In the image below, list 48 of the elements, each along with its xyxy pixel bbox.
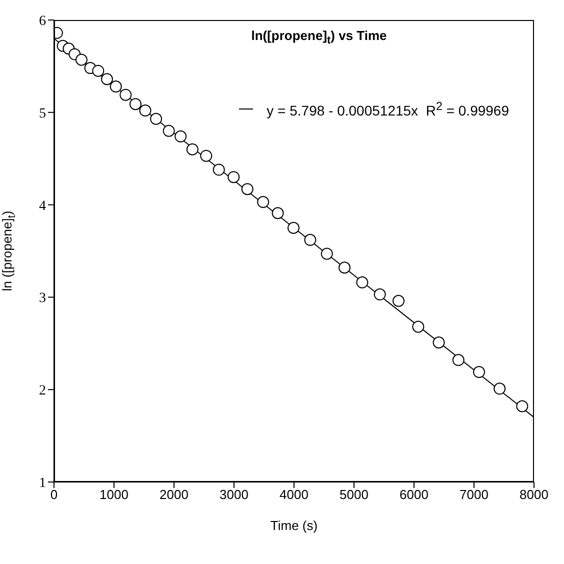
point <box>100 73 113 86</box>
x-axis-title: Time (s) <box>269 518 319 533</box>
point <box>75 54 88 66</box>
legend-label: y = 5.798 - 0.00051215x R$^{2}$ = 0.99969 <box>266 100 509 119</box>
y-tick-label: 1 <box>39 476 46 491</box>
point <box>338 262 351 274</box>
point <box>412 320 424 333</box>
point <box>92 64 104 77</box>
x-tick-label: 7000 <box>460 487 488 502</box>
x-tick-label: 1000 <box>100 487 128 502</box>
point <box>374 288 386 300</box>
point <box>304 234 316 246</box>
text: ln([propene]$_{t}$) vs Time <box>250 28 388 47</box>
x-tick-label: 5000 <box>340 487 368 502</box>
x-tick-label: 4000 <box>280 487 308 502</box>
point <box>241 183 254 196</box>
y-tick-label: 2 <box>39 384 46 399</box>
point <box>320 248 333 260</box>
y-tick-label: 5 <box>39 106 46 122</box>
point <box>272 207 284 220</box>
point <box>120 88 132 101</box>
y-tick-label: 3 <box>39 291 46 306</box>
point <box>356 276 368 288</box>
point <box>110 80 122 93</box>
point <box>494 382 506 395</box>
point <box>129 98 142 110</box>
x-tick-label: 0 <box>50 487 58 502</box>
point <box>392 294 405 307</box>
point <box>228 171 240 184</box>
x-tick-label: 3000 <box>220 487 248 502</box>
point <box>162 124 175 137</box>
point <box>174 130 187 142</box>
point <box>212 164 225 176</box>
point <box>432 336 445 348</box>
point <box>150 112 162 125</box>
x-tick-label: 6000 <box>400 487 428 502</box>
point <box>452 354 464 366</box>
x-tick-label: 8000 <box>520 487 548 502</box>
point <box>186 143 198 156</box>
point <box>473 366 486 378</box>
x-tick-label: 2000 <box>160 487 188 502</box>
point <box>516 400 528 412</box>
point <box>288 222 300 234</box>
point <box>200 150 212 162</box>
y-tick-label: 6 <box>39 14 46 29</box>
point <box>139 104 152 117</box>
y-tick-label: 4 <box>39 198 46 214</box>
point <box>257 196 270 208</box>
